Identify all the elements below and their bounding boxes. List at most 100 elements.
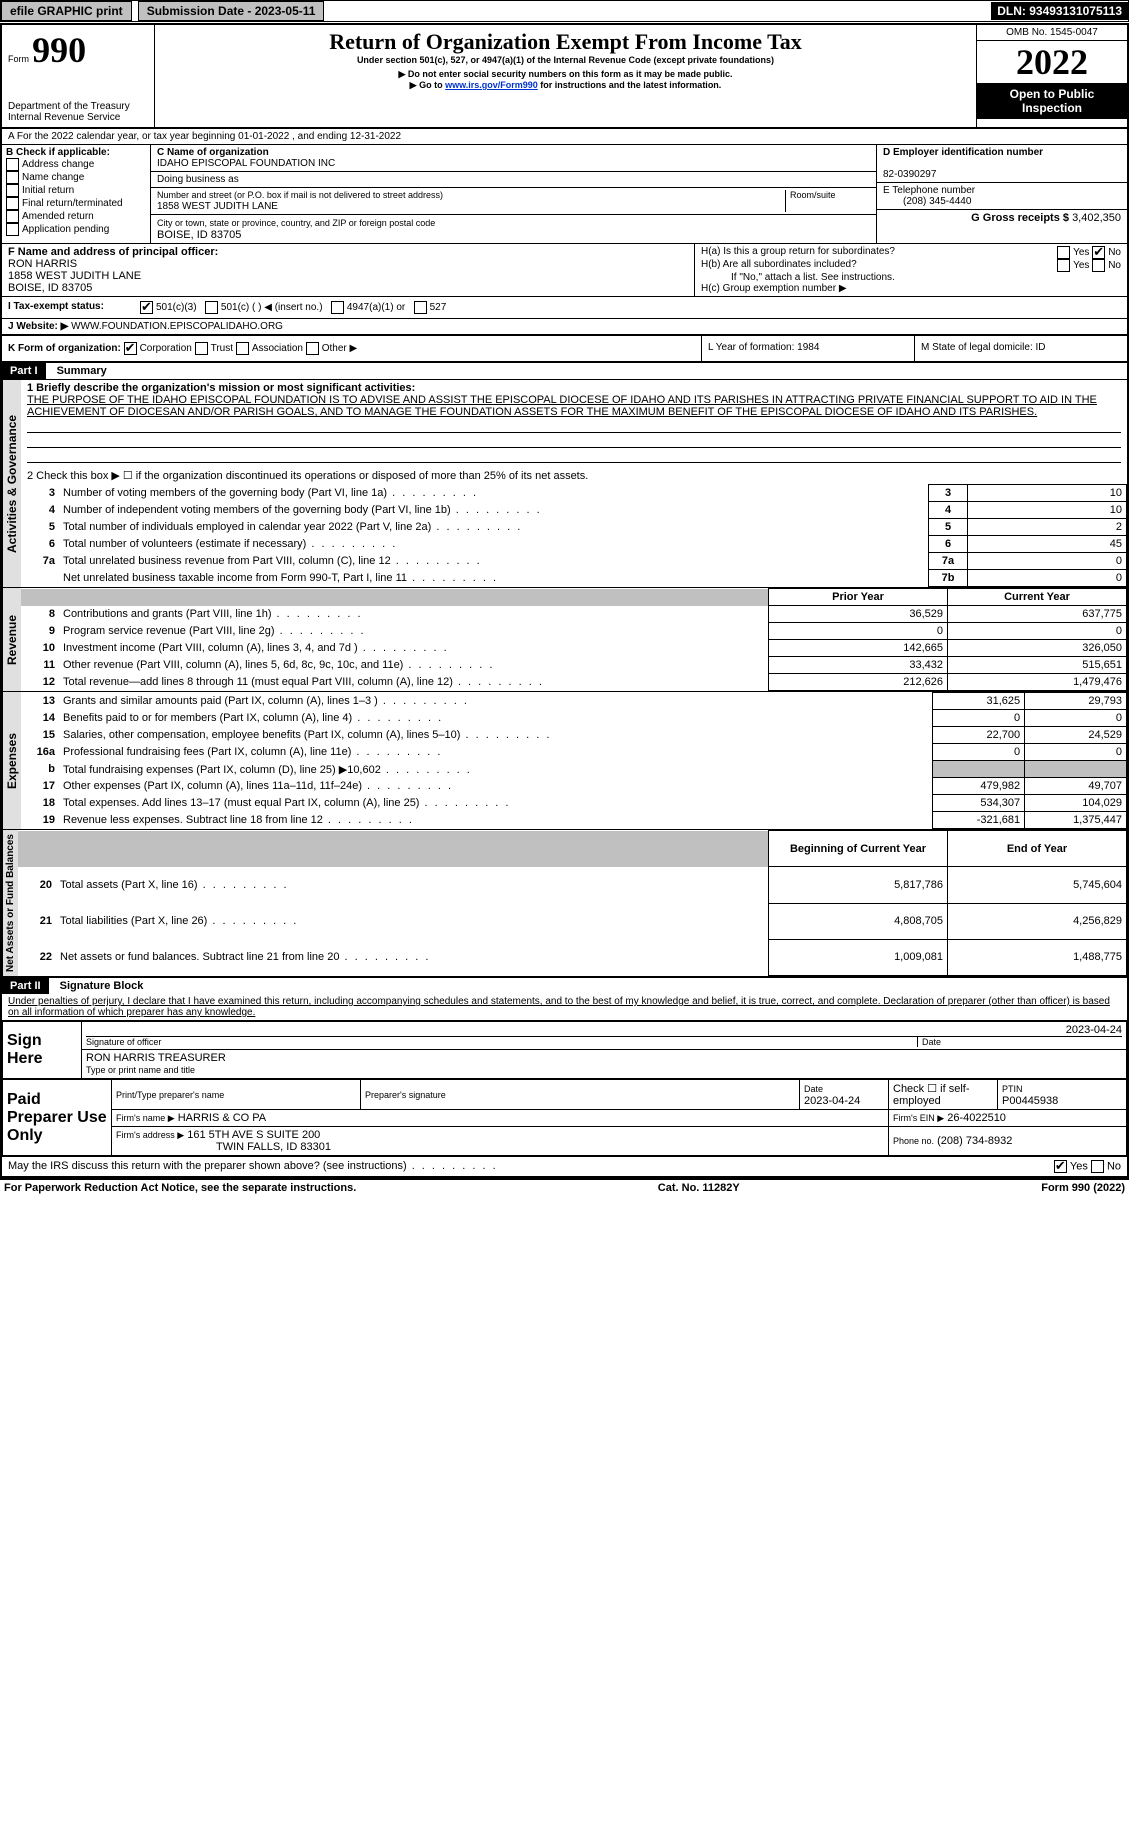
4947-label: 4947(a)(1) or — [347, 302, 405, 313]
officer-name: RON HARRIS — [8, 258, 77, 270]
officer-city: BOISE, ID 83705 — [8, 282, 92, 294]
k-label: K Form of organization: — [8, 343, 121, 354]
type-name-label: Type or print name and title — [86, 1065, 195, 1075]
form-ref: Form 990 (2022) — [1041, 1182, 1125, 1194]
app-label: Application pending — [22, 224, 109, 235]
addr-cell: Number and street (or P.O. box if mail i… — [151, 188, 876, 215]
org-name-cell: C Name of organization IDAHO EPISCOPAL F… — [151, 145, 876, 172]
firm-name: HARRIS & CO PA — [178, 1112, 266, 1124]
check-if-applicable: B Check if applicable: Address change Na… — [2, 145, 151, 243]
prep-sig-label: Preparer's signature — [365, 1090, 446, 1100]
cat-no: Cat. No. 11282Y — [658, 1182, 740, 1194]
i-label: I Tax-exempt status: — [2, 297, 134, 318]
addr-label: Number and street (or P.O. box if mail i… — [157, 190, 443, 200]
date-label: Date — [917, 1037, 1122, 1047]
no-1: No — [1108, 247, 1121, 258]
ha-yes[interactable] — [1057, 246, 1070, 259]
firm-addr-label: Firm's address ▶ — [116, 1130, 184, 1140]
trust-check[interactable] — [195, 342, 208, 355]
firm-addr: 161 5TH AVE S SUITE 200 — [187, 1129, 320, 1141]
hb-label: H(b) Are all subordinates included? — [701, 259, 857, 272]
gross-receipts: 3,402,350 — [1072, 212, 1121, 224]
may-yes[interactable] — [1054, 1160, 1067, 1173]
sig-date: 2023-04-24 — [1066, 1024, 1122, 1036]
officer-addr: 1858 WEST JUDITH LANE — [8, 270, 141, 282]
vert-netassets: Net Assets or Fund Balances — [2, 830, 18, 976]
addr-change-label: Address change — [22, 159, 94, 170]
paid-preparer: Paid Preparer Use Only — [3, 1080, 112, 1156]
website: WWW.FOUNDATION.EPISCOPALIDAHO.ORG — [71, 321, 283, 332]
note1: ▶ Do not enter social security numbers o… — [163, 69, 968, 80]
final-check[interactable] — [6, 197, 19, 210]
initial-check[interactable] — [6, 184, 19, 197]
top-bar: efile GRAPHIC print Submission Date - 20… — [0, 0, 1129, 22]
note2: ▶ Go to www.irs.gov/Form990 for instruct… — [163, 80, 968, 91]
trust-label: Trust — [211, 343, 233, 354]
org-name: IDAHO EPISCOPAL FOUNDATION INC — [157, 158, 335, 169]
h-section: H(a) Is this a group return for subordin… — [695, 244, 1127, 296]
corp-check[interactable] — [124, 342, 137, 355]
may-discuss-row: May the IRS discuss this return with the… — [2, 1156, 1127, 1178]
irs-link[interactable]: www.irs.gov/Form990 — [445, 80, 538, 90]
501c3-check[interactable] — [140, 301, 153, 314]
other-check[interactable] — [306, 342, 319, 355]
527-label: 527 — [430, 302, 447, 313]
j-label: J Website: ▶ — [8, 321, 68, 332]
footer: For Paperwork Reduction Act Notice, see … — [0, 1180, 1129, 1196]
open-public: Open to Public Inspection — [977, 83, 1127, 119]
expenses-section: Expenses 13 Grants and similar amounts p… — [2, 691, 1127, 829]
omb: OMB No. 1545-0047 — [977, 25, 1127, 41]
app-check[interactable] — [6, 223, 19, 236]
prep-date: 2023-04-24 — [804, 1095, 860, 1107]
501c-label: 501(c) ( ) ◀ (insert no.) — [221, 302, 323, 313]
prep-date-label: Date — [804, 1084, 823, 1094]
4947-check[interactable] — [331, 301, 344, 314]
entity-mid: C Name of organization IDAHO EPISCOPAL F… — [151, 145, 876, 243]
assoc-check[interactable] — [236, 342, 249, 355]
addr-change-check[interactable] — [6, 158, 19, 171]
amended-check[interactable] — [6, 210, 19, 223]
name-change-check[interactable] — [6, 171, 19, 184]
part1-body: Activities & Governance 1 Briefly descri… — [2, 380, 1127, 587]
ein-cell: D Employer identification number 82-0390… — [877, 145, 1127, 183]
prep-phone-label: Phone no. — [893, 1136, 934, 1146]
ha-no[interactable] — [1092, 246, 1105, 259]
preparer-table: Paid Preparer Use Only Print/Type prepar… — [2, 1079, 1127, 1156]
revenue-section: Revenue Prior YearCurrent Year8 Contribu… — [2, 587, 1127, 691]
header: Form 990 Department of the Treasury Inte… — [2, 25, 1127, 129]
yes-2: Yes — [1073, 260, 1089, 271]
expenses-table: 13 Grants and similar amounts paid (Part… — [21, 692, 1127, 829]
officer-cell: F Name and address of principal officer:… — [2, 244, 695, 296]
e-label: E Telephone number — [883, 185, 975, 196]
city-cell: City or town, state or province, country… — [151, 215, 876, 243]
527-check[interactable] — [414, 301, 427, 314]
ha-label: H(a) Is this a group return for subordin… — [701, 246, 895, 259]
part2-header: Part II — [2, 978, 49, 994]
may-no[interactable] — [1091, 1160, 1104, 1173]
note2-pre: ▶ Go to — [410, 80, 445, 90]
klm-row: K Form of organization: Corporation Trus… — [2, 336, 1127, 363]
sign-here: Sign Here — [3, 1021, 82, 1079]
tax-year: 2022 — [977, 41, 1127, 83]
header-left: Form 990 Department of the Treasury Inte… — [2, 25, 155, 127]
assoc-label: Association — [252, 343, 303, 354]
no-2: No — [1108, 260, 1121, 271]
ptin-label: PTIN — [1002, 1084, 1023, 1094]
l1-label: 1 Briefly describe the organization's mi… — [27, 382, 415, 394]
form-title: Return of Organization Exempt From Incom… — [163, 29, 968, 55]
501c-check[interactable] — [205, 301, 218, 314]
line2: 2 Check this box ▶ ☐ if the organization… — [21, 467, 1127, 484]
dept: Department of the Treasury — [8, 101, 148, 112]
hb-yes[interactable] — [1057, 259, 1070, 272]
mission-text: THE PURPOSE OF THE IDAHO EPISCOPAL FOUND… — [27, 394, 1097, 418]
revenue-table: Prior YearCurrent Year8 Contributions an… — [21, 588, 1127, 691]
final-label: Final return/terminated — [22, 198, 123, 209]
submission-date: Submission Date - 2023-05-11 — [138, 1, 325, 21]
part2-title: Signature Block — [60, 980, 144, 992]
header-right: OMB No. 1545-0047 2022 Open to Public In… — [976, 25, 1127, 127]
hb-no[interactable] — [1092, 259, 1105, 272]
amended-label: Amended return — [22, 211, 94, 222]
other-label: Other ▶ — [322, 343, 357, 354]
yes-1: Yes — [1073, 247, 1089, 258]
form-container: Form 990 Department of the Treasury Inte… — [0, 23, 1129, 1180]
